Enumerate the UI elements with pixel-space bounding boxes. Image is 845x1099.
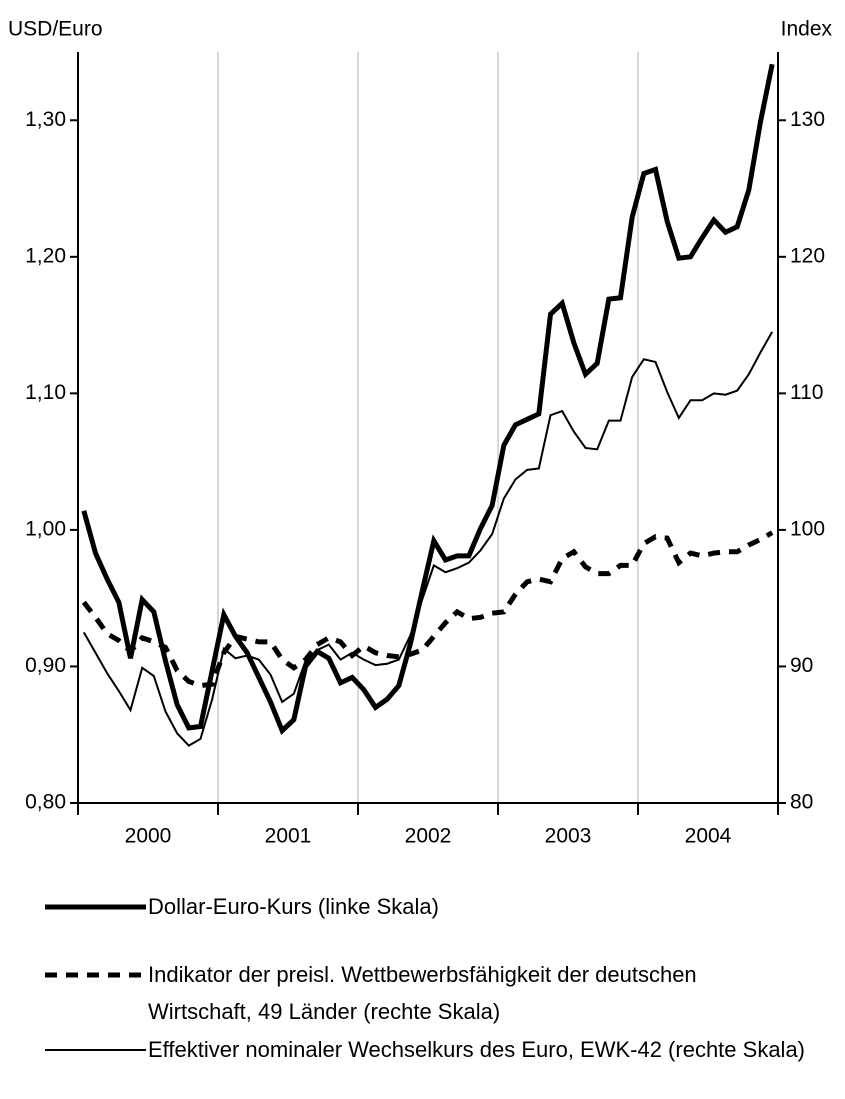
legend-label: Dollar-Euro-Kurs (linke Skala) [148,894,439,919]
y2-tick-label: 100 [790,517,825,540]
y2-tick-label: 130 [790,108,825,131]
y-tick-label: 1,20 [25,244,66,267]
y2-axis-label: Index [781,18,833,41]
x-tick-label: 2004 [685,825,732,848]
y2-tick-label: 120 [790,244,825,267]
y2-tick-label: 80 [790,791,813,814]
x-tick-label: 2000 [125,825,172,848]
y2-tick-label: 110 [790,381,823,404]
y-axis-label: USD/Euro [8,18,103,41]
y2-tick-label: 90 [790,654,813,677]
x-tick-label: 2003 [545,825,592,848]
series-line [82,331,774,747]
series-line [81,63,775,735]
y-tick-label: 0,80 [25,791,66,814]
y-tick-label: 1,10 [25,381,66,404]
y-tick-label: 1,00 [25,517,66,540]
x-tick-label: 2001 [265,825,312,848]
legend-label: Effektiver nominaler Wechselkurs des Eur… [148,1037,806,1062]
y-tick-label: 1,30 [25,108,66,131]
series-line [81,530,774,689]
x-tick-label: 2002 [405,825,452,848]
y-tick-label: 0,90 [25,654,66,677]
legend-label: Indikator der preisl. Wettbewerbsfähigke… [148,962,697,1024]
